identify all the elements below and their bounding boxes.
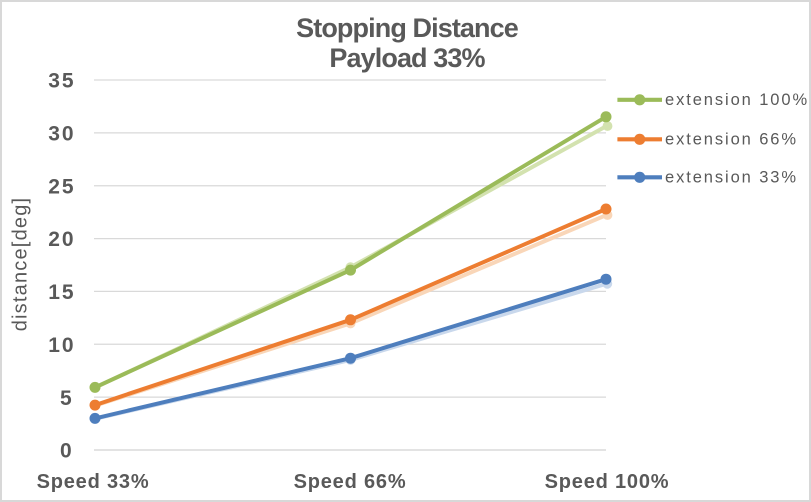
svg-text:extension 100%: extension 100% (665, 91, 809, 109)
svg-text:35: 35 (48, 70, 75, 93)
svg-text:0: 0 (60, 440, 74, 463)
svg-text:10: 10 (48, 334, 75, 357)
svg-text:Speed 100%: Speed 100% (545, 471, 670, 493)
svg-text:extension 33%: extension 33% (665, 168, 798, 186)
svg-text:Payload 33%: Payload 33% (329, 43, 485, 73)
svg-text:Speed 33%: Speed 33% (37, 471, 150, 493)
svg-text:distance[deg]: distance[deg] (10, 197, 32, 332)
svg-text:5: 5 (60, 387, 74, 410)
svg-text:Stopping Distance: Stopping Distance (296, 13, 519, 43)
svg-text:15: 15 (48, 281, 75, 304)
svg-text:25: 25 (48, 175, 75, 198)
svg-text:30: 30 (48, 123, 75, 146)
svg-text:20: 20 (48, 228, 75, 251)
svg-text:Speed 66%: Speed 66% (294, 471, 407, 493)
svg-text:extension 66%: extension 66% (665, 130, 798, 148)
